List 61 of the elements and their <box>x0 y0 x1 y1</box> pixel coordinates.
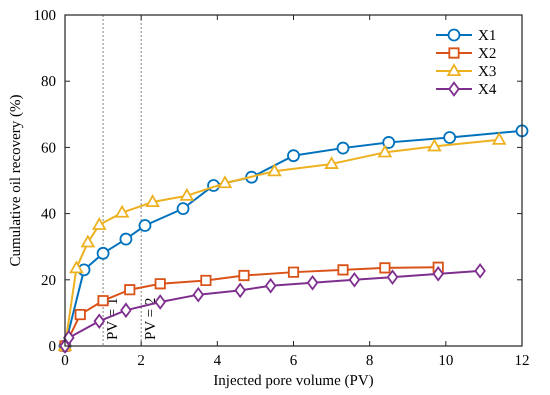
point <box>238 270 250 282</box>
x-tick-label: 6 <box>290 353 298 369</box>
point <box>287 149 300 162</box>
point <box>180 188 194 201</box>
point <box>81 235 95 248</box>
legend-label: X1 <box>478 28 496 44</box>
y-tick-label: 60 <box>41 140 56 156</box>
point <box>306 276 318 290</box>
y-axis-title: Cumulative oil recovery (%) <box>8 94 24 267</box>
y-tick-label: 100 <box>34 8 56 24</box>
point <box>138 219 152 232</box>
point <box>98 295 109 306</box>
point <box>192 287 204 302</box>
point <box>443 131 456 144</box>
point <box>63 330 74 345</box>
legend-label: X4 <box>478 82 497 98</box>
x-tick-label: 4 <box>214 353 222 369</box>
point <box>115 206 129 218</box>
point <box>378 145 392 158</box>
point <box>336 142 350 154</box>
point <box>96 246 110 260</box>
point <box>218 176 232 188</box>
point <box>120 303 132 318</box>
x-tick-label: 0 <box>61 353 69 369</box>
point <box>382 136 396 149</box>
point <box>146 195 160 208</box>
x-tick-label: 2 <box>137 353 145 369</box>
x-tick-label: 10 <box>438 353 454 369</box>
x-tick-label: 12 <box>514 353 530 369</box>
point <box>234 283 246 298</box>
point <box>124 284 136 296</box>
point <box>154 278 166 290</box>
x-tick-label: 8 <box>366 353 374 369</box>
point <box>176 202 190 216</box>
point <box>337 264 349 276</box>
point <box>92 218 106 230</box>
point <box>492 132 506 145</box>
point <box>379 262 390 274</box>
point <box>348 272 360 288</box>
point <box>474 264 486 278</box>
point <box>74 308 86 320</box>
x-axis-title: Injected pore volume (PV) <box>213 373 374 389</box>
point <box>94 314 105 328</box>
point <box>120 232 132 246</box>
y-tick-label: 20 <box>41 272 56 289</box>
y-tick-label: 0 <box>48 339 56 355</box>
point <box>70 261 84 274</box>
legend-label: X3 <box>478 64 496 80</box>
y-tick-label: 80 <box>41 74 56 90</box>
point <box>386 270 398 284</box>
point <box>265 278 276 293</box>
legend-label: X2 <box>478 46 496 62</box>
point <box>288 266 300 278</box>
y-tick-label: 40 <box>41 206 56 223</box>
point <box>516 124 528 138</box>
point <box>154 294 166 310</box>
point <box>268 164 282 176</box>
point <box>428 139 442 152</box>
point <box>200 274 212 286</box>
point <box>324 157 338 169</box>
point <box>432 266 444 282</box>
